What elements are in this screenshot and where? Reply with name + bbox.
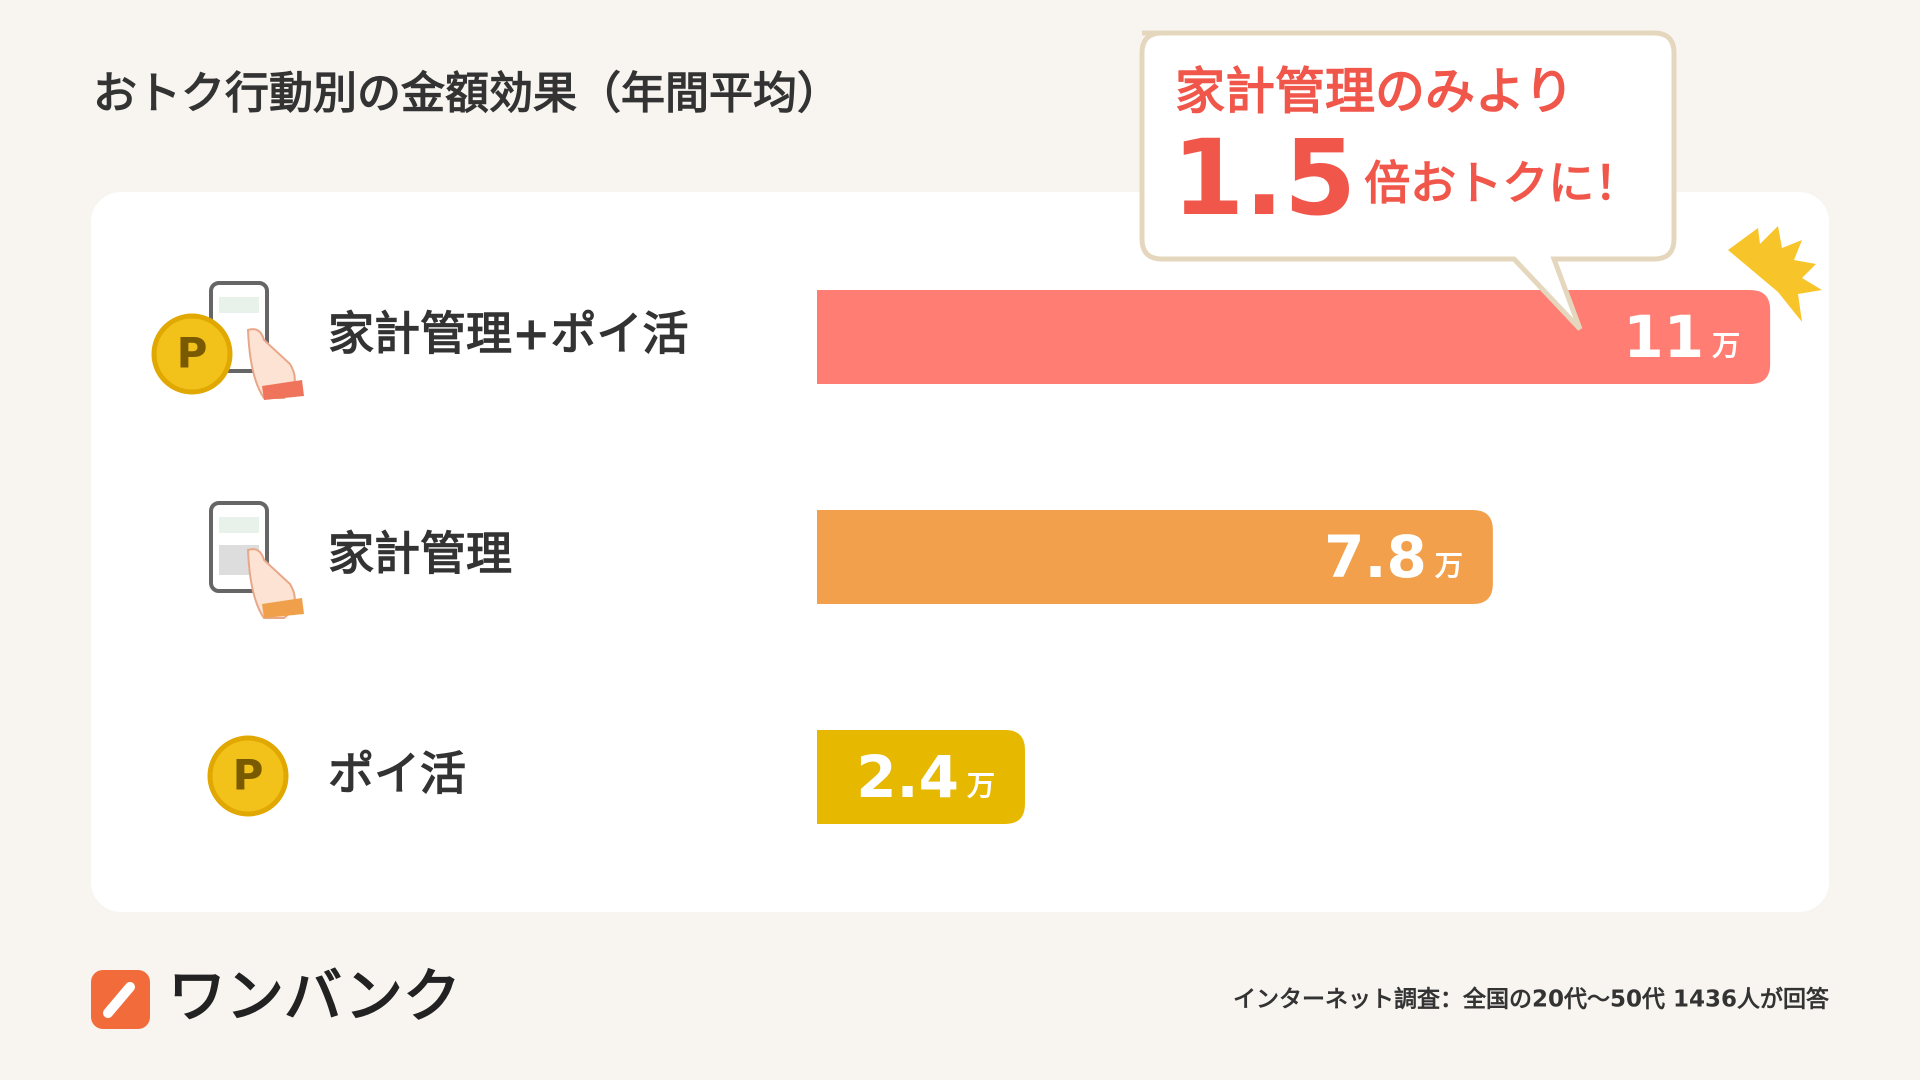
value-unit: 万 <box>1435 549 1463 582</box>
icon-coin: P <box>207 735 289 817</box>
svg-text:P: P <box>233 751 264 800</box>
callout-ratio-line: 1.5 倍おトクに！ <box>1172 117 1640 239</box>
logo-slash <box>103 982 135 1018</box>
callout-suffix: 倍おトクに！ <box>1364 156 1640 210</box>
icon-phone <box>209 501 304 619</box>
category-label: ポイ活 <box>328 747 466 801</box>
bar <box>817 510 1493 604</box>
value-number: 11 <box>1623 303 1704 371</box>
callout: 家計管理のみより 1.5 倍おトクに！ <box>1139 30 1677 331</box>
value-label: 11 万 <box>1623 303 1740 371</box>
value-unit: 万 <box>967 769 995 802</box>
callout-ratio: 1.5 <box>1172 117 1356 239</box>
value-label: 2.4 万 <box>856 743 995 811</box>
footer-note: インターネット調査：全国の20代〜50代 1436人が回答 <box>1233 986 1830 1013</box>
chart-title: おトク行動別の金額効果（年間平均） <box>93 68 841 119</box>
callout-bubble <box>1139 30 1677 331</box>
icon-phone-coin: P <box>151 281 304 400</box>
value-unit: 万 <box>1712 329 1740 362</box>
value-number: 2.4 <box>856 743 959 811</box>
sparkle <box>1728 226 1822 322</box>
callout-line: 家計管理のみより <box>1175 63 1574 121</box>
value-number: 7.8 <box>1324 523 1427 591</box>
value-label: 7.8 万 <box>1324 523 1463 591</box>
category-label: 家計管理 <box>328 527 512 581</box>
bar <box>817 730 1025 824</box>
category-label: 家計管理+ポイ活 <box>328 307 689 361</box>
bar <box>817 290 1771 384</box>
logo-text: ワンバンク <box>168 962 461 1030</box>
svg-text:P: P <box>177 329 208 378</box>
